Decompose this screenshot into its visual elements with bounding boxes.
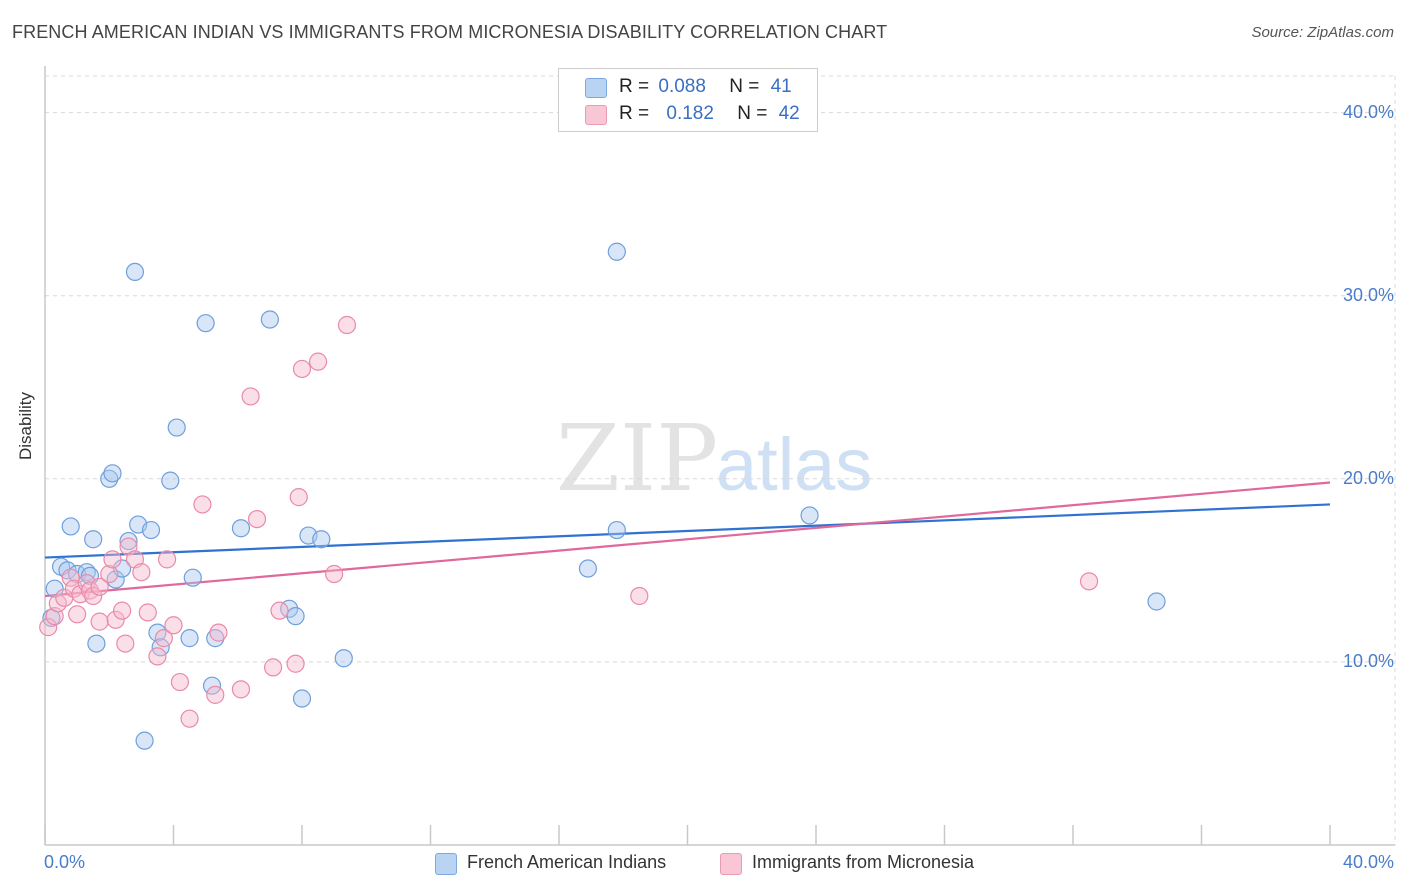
- point-french-american-indians: [260, 310, 279, 329]
- point-french-american-indians: [183, 568, 202, 587]
- point-french-american-indians: [206, 629, 225, 648]
- y-tick-label: 30.0%: [1342, 284, 1394, 305]
- point-immigrants-from-micronesia: [90, 577, 109, 596]
- point-french-american-indians: [87, 634, 106, 653]
- legend-swatch-blue: [435, 853, 457, 875]
- point-french-american-indians: [334, 649, 353, 668]
- legend-label-french-american-indians: French American Indians: [467, 852, 667, 872]
- legend-n-label: N =: [729, 76, 760, 97]
- point-immigrants-from-micronesia: [100, 564, 119, 584]
- legend-swatch-pink: [720, 853, 742, 875]
- point-french-american-indians: [119, 531, 138, 551]
- x-tick-max: 40.0%: [1342, 852, 1394, 872]
- point-immigrants-from-micronesia: [103, 550, 122, 569]
- legend-r-value: 0.088: [658, 76, 706, 97]
- point-immigrants-from-micronesia: [270, 601, 289, 620]
- data-points: [39, 242, 1166, 750]
- point-immigrants-from-micronesia: [241, 387, 260, 406]
- point-immigrants-from-micronesia: [286, 654, 305, 673]
- point-immigrants-from-micronesia: [164, 616, 183, 635]
- point-immigrants-from-micronesia: [289, 488, 308, 507]
- point-immigrants-from-micronesia: [337, 315, 357, 335]
- point-french-american-indians: [167, 418, 186, 437]
- point-french-american-indians: [84, 530, 103, 549]
- point-immigrants-from-micronesia: [325, 564, 344, 584]
- point-french-american-indians: [141, 520, 161, 540]
- point-immigrants-from-micronesia: [148, 647, 167, 666]
- point-french-american-indians: [45, 579, 64, 598]
- watermark: ZIP atlas: [556, 405, 872, 512]
- legend-swatch-blue: [585, 78, 607, 98]
- point-french-american-indians: [196, 314, 215, 333]
- point-immigrants-from-micronesia: [90, 612, 109, 631]
- point-french-american-indians: [125, 262, 145, 282]
- point-french-american-indians: [61, 517, 80, 536]
- point-immigrants-from-micronesia: [132, 563, 151, 582]
- correlation-legend: R = 0.088 N = 41 R = 0.182 N = 42: [558, 68, 818, 132]
- point-immigrants-from-micronesia: [231, 680, 251, 699]
- chart-title: FRENCH AMERICAN INDIAN VS IMMIGRANTS FRO…: [12, 22, 888, 42]
- point-immigrants-from-micronesia: [116, 634, 135, 653]
- point-french-american-indians: [607, 242, 626, 261]
- point-immigrants-from-micronesia: [180, 709, 199, 728]
- point-immigrants-from-micronesia: [209, 623, 228, 642]
- point-immigrants-from-micronesia: [292, 359, 312, 379]
- point-immigrants-from-micronesia: [154, 629, 173, 648]
- point-immigrants-from-micronesia: [247, 509, 267, 529]
- point-french-american-indians: [103, 464, 122, 483]
- point-immigrants-from-micronesia: [39, 618, 58, 637]
- point-french-american-indians: [100, 469, 119, 488]
- point-immigrants-from-micronesia: [263, 658, 283, 677]
- axes: [44, 66, 1395, 846]
- point-immigrants-from-micronesia: [193, 495, 212, 514]
- point-french-american-indians: [286, 607, 305, 626]
- point-immigrants-from-micronesia: [138, 603, 157, 622]
- point-french-american-indians: [578, 559, 598, 578]
- point-french-american-indians: [161, 471, 180, 490]
- point-french-american-indians: [231, 519, 251, 538]
- trend-line-immigrants-from-micronesia: [44, 481, 1331, 598]
- watermark-atlas: atlas: [716, 423, 872, 506]
- trend-line-french-american-indians: [44, 503, 1331, 559]
- point-french-american-indians: [312, 530, 331, 549]
- legend-n-label: N =: [737, 103, 768, 124]
- point-immigrants-from-micronesia: [106, 610, 125, 629]
- trend-lines: [44, 481, 1331, 598]
- point-french-american-indians: [800, 506, 819, 525]
- legend-label-immigrants-from-micronesia: Immigrants from Micronesia: [752, 852, 975, 872]
- source-label: Source: ZipAtlas.com: [1251, 24, 1394, 41]
- y-tick-label: 10.0%: [1342, 650, 1394, 671]
- y-tick-label: 20.0%: [1342, 467, 1394, 488]
- point-immigrants-from-micronesia: [1079, 572, 1099, 591]
- point-immigrants-from-micronesia: [630, 586, 649, 606]
- point-french-american-indians: [292, 689, 312, 708]
- legend-r-label: R =: [619, 76, 650, 97]
- legend-swatch-pink: [585, 105, 607, 125]
- x-tick-min: 0.0%: [44, 852, 86, 872]
- point-french-american-indians: [180, 629, 199, 648]
- legend-n-value: 42: [778, 103, 800, 124]
- point-immigrants-from-micronesia: [84, 586, 103, 606]
- legend-r-label: R =: [619, 103, 650, 124]
- point-immigrants-from-micronesia: [68, 605, 87, 624]
- point-immigrants-from-micronesia: [80, 581, 100, 600]
- point-french-american-indians: [607, 520, 626, 540]
- point-french-american-indians: [135, 731, 154, 750]
- point-immigrants-from-micronesia: [157, 550, 177, 569]
- point-immigrants-from-micronesia: [61, 568, 80, 587]
- point-french-american-indians: [1147, 592, 1166, 611]
- legend-n-value: 41: [770, 76, 792, 97]
- watermark-zip: ZIP: [556, 405, 718, 512]
- point-immigrants-from-micronesia: [308, 352, 328, 371]
- legend-r-value: 0.182: [666, 103, 714, 124]
- point-immigrants-from-micronesia: [112, 601, 132, 620]
- point-immigrants-from-micronesia: [206, 685, 225, 704]
- y-tick-label: 40.0%: [1342, 101, 1394, 122]
- point-immigrants-from-micronesia: [170, 672, 190, 692]
